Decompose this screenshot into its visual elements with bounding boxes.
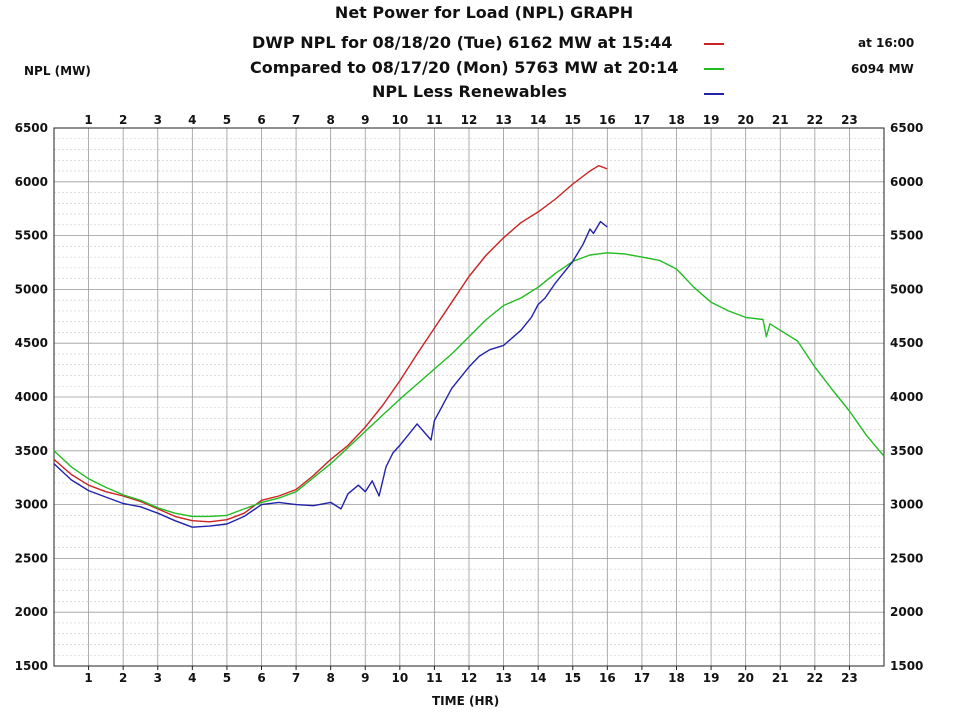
- x-tick-label-top: 4: [188, 113, 196, 127]
- x-tick-label-top: 8: [326, 113, 334, 127]
- side-value: 6094 MW: [851, 62, 914, 76]
- x-tick-label-top: 3: [154, 113, 162, 127]
- y-tick-label-right: 4000: [890, 390, 923, 404]
- x-tick-label-top: 11: [426, 113, 443, 127]
- y-tick-label-right: 6000: [890, 175, 923, 189]
- y-tick-label-left: 3000: [15, 498, 48, 512]
- x-tick-label-top: 9: [361, 113, 369, 127]
- x-tick-label-bottom: 6: [257, 671, 265, 685]
- chart-title: Net Power for Load (NPL) GRAPH: [334, 3, 634, 22]
- y-tick-label-left: 6500: [15, 121, 48, 135]
- x-tick-label-top: 12: [461, 113, 478, 127]
- y-tick-label-left: 5000: [15, 282, 48, 296]
- x-tick-label-top: 21: [772, 113, 789, 127]
- series-line-0: [53, 164, 608, 523]
- y-tick-label-right: 5500: [890, 229, 923, 243]
- x-tick-label-top: 19: [703, 113, 720, 127]
- y-tick-label-left: 5500: [15, 229, 48, 243]
- x-tick-label-top: 17: [634, 113, 651, 127]
- y-tick-label-left: 2000: [15, 605, 48, 619]
- x-tick-label-bottom: 3: [154, 671, 162, 685]
- y-tick-label-right: 4500: [890, 336, 923, 350]
- y-tick-label-right: 3500: [890, 444, 923, 458]
- x-tick-label-bottom: 19: [703, 671, 720, 685]
- x-tick-label-bottom: 13: [495, 671, 512, 685]
- legend-swatch-renewables: [704, 93, 724, 95]
- side-time: at 16:00: [858, 36, 915, 50]
- x-tick-label-top: 5: [223, 113, 231, 127]
- x-tick-label-bottom: 9: [361, 671, 369, 685]
- x-tick-label-top: 7: [292, 113, 300, 127]
- y-tick-label-left: 6000: [15, 175, 48, 189]
- y-tick-label-left: 4500: [15, 336, 48, 350]
- x-tick-label-bottom: 4: [188, 671, 196, 685]
- y-tick-label-left: 1500: [15, 659, 48, 673]
- x-axis-label: TIME (HR): [432, 694, 500, 708]
- x-tick-label-bottom: 5: [223, 671, 231, 685]
- y-tick-label-left: 2500: [15, 551, 48, 565]
- x-tick-label-bottom: 18: [668, 671, 685, 685]
- y-tick-label-right: 3000: [890, 498, 923, 512]
- x-tick-label-top: 15: [564, 113, 581, 127]
- x-tick-label-bottom: 14: [530, 671, 547, 685]
- x-tick-label-bottom: 1: [84, 671, 92, 685]
- y-axis-label: NPL (MW): [24, 64, 91, 78]
- x-tick-label-bottom: 15: [564, 671, 581, 685]
- x-tick-label-top: 20: [737, 113, 754, 127]
- x-tick-label-top: 10: [391, 113, 408, 127]
- x-tick-label-top: 18: [668, 113, 685, 127]
- x-tick-label-top: 22: [806, 113, 823, 127]
- x-tick-label-top: 16: [599, 113, 616, 127]
- x-tick-label-top: 13: [495, 113, 512, 127]
- x-tick-label-bottom: 22: [806, 671, 823, 685]
- x-tick-label-top: 14: [530, 113, 547, 127]
- x-tick-label-bottom: 8: [326, 671, 334, 685]
- y-tick-label-left: 4000: [15, 390, 48, 404]
- x-tick-label-bottom: 17: [634, 671, 651, 685]
- x-tick-label-bottom: 20: [737, 671, 754, 685]
- y-tick-label-left: 3500: [15, 444, 48, 458]
- x-tick-label-top: 6: [257, 113, 265, 127]
- legend-label-renewables: NPL Less Renewables: [372, 82, 567, 101]
- x-tick-label-bottom: 10: [391, 671, 408, 685]
- series-line-1: [53, 252, 885, 518]
- x-tick-label-bottom: 12: [461, 671, 478, 685]
- x-tick-label-bottom: 21: [772, 671, 789, 685]
- x-tick-label-top: 2: [119, 113, 127, 127]
- legend-swatch-tuesday: [704, 43, 724, 45]
- x-tick-label-bottom: 11: [426, 671, 443, 685]
- x-tick-label-bottom: 7: [292, 671, 300, 685]
- x-tick-label-top: 1: [84, 113, 92, 127]
- series-line-2: [53, 220, 608, 528]
- legend-label-tuesday: DWP NPL for 08/18/20 (Tue) 6162 MW at 15…: [252, 33, 673, 52]
- y-tick-label-right: 2500: [890, 551, 923, 565]
- x-tick-label-top: 23: [841, 113, 858, 127]
- legend-swatch-monday: [704, 68, 724, 70]
- x-tick-label-bottom: 23: [841, 671, 858, 685]
- y-tick-label-right: 1500: [890, 659, 923, 673]
- y-tick-label-right: 2000: [890, 605, 923, 619]
- x-tick-label-bottom: 16: [599, 671, 616, 685]
- y-tick-label-right: 5000: [890, 282, 923, 296]
- y-tick-label-right: 6500: [890, 121, 923, 135]
- x-tick-label-bottom: 2: [119, 671, 127, 685]
- legend-label-monday: Compared to 08/17/20 (Mon) 5763 MW at 20…: [250, 58, 679, 77]
